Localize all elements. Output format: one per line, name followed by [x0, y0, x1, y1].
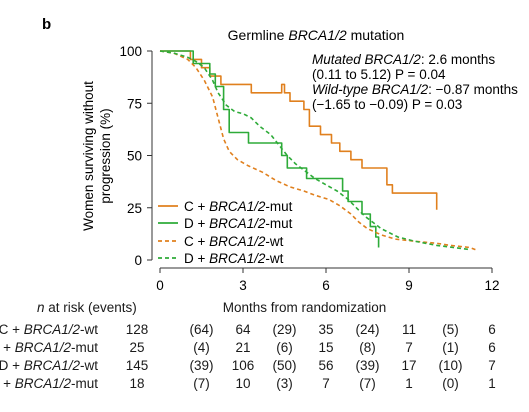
risk-cell: (0) — [442, 376, 459, 391]
annotation-wildtype-line1: Wild-type BRCA1/2: −0.87 months — [312, 82, 518, 97]
x-tick-label: 0 — [156, 278, 164, 293]
chart-title: Germline BRCA1/2 mutation — [228, 27, 405, 43]
risk-cell: 17 — [401, 358, 417, 373]
risk-row-label: D + BRCA1/2-wt — [0, 358, 98, 373]
x-tick-label: 6 — [322, 278, 330, 293]
risk-cell: 25 — [129, 340, 145, 355]
y-tick-label: 100 — [119, 44, 142, 59]
risk-cell: (29) — [272, 322, 297, 337]
risk-cell: 21 — [235, 340, 251, 355]
risk-cell: 7 — [322, 376, 330, 391]
risk-row-label: D + BRCA1/2-mut — [0, 376, 98, 391]
risk-cell: 1 — [405, 376, 413, 391]
risk-table-row: D + BRCA1/2-mut 18 (7) 10 (3) 7 (7) 1 (0) 1 — [0, 376, 529, 396]
risk-cell: 7 — [405, 340, 413, 355]
risk-table-heading: n at risk (events) Months from randomiza… — [0, 300, 529, 320]
legend-label-c-mut: C + BRCA1/2-mut — [184, 199, 293, 214]
risk-table-row: C + BRCA1/2-mut 25 (4) 21 (6) 15 (8) 7 (1) 6 — [0, 340, 529, 360]
risk-cell: 56 — [318, 358, 334, 373]
risk-cell: (4) — [193, 340, 210, 355]
y-tick-label: 25 — [127, 201, 142, 216]
risk-cell: 7 — [488, 358, 496, 373]
annotation-mutated-line2: (0.11 to 5.12) P = 0.04 — [312, 67, 446, 82]
risk-cell: 6 — [488, 322, 496, 337]
risk-cell: (39) — [355, 358, 380, 373]
risk-cell: 145 — [125, 358, 149, 373]
risk-row-label: C + BRCA1/2-wt — [0, 322, 98, 337]
risk-cell: 64 — [235, 322, 251, 337]
y-axis-title-line2: progression (%) — [98, 108, 113, 203]
risk-cell: 128 — [125, 322, 149, 337]
risk-cell: (24) — [355, 322, 380, 337]
y-axis-title-line1: Women surviving without — [81, 81, 96, 231]
risk-cell: 15 — [318, 340, 334, 355]
legend: C + BRCA1/2-mut D + BRCA1/2-mut C + BRCA… — [158, 199, 293, 266]
annotation-wildtype-line2: (−1.65 to −0.09) P = 0.03 — [312, 97, 462, 112]
y-tick-label: 75 — [127, 96, 142, 111]
risk-cell: 35 — [318, 322, 334, 337]
survival-curves — [159, 50, 476, 251]
series-line-c-wt — [159, 50, 476, 251]
risk-cell: (8) — [359, 340, 376, 355]
risk-row-label: C + BRCA1/2-mut — [0, 340, 98, 355]
risk-cell: 1 — [488, 376, 496, 391]
panel-label: b — [42, 16, 51, 33]
legend-label-d-mut: D + BRCA1/2-mut — [184, 216, 293, 231]
series-line-d-mut — [160, 50, 380, 248]
annotation-mutated-line1: Mutated BRCA1/2: 2.6 months — [312, 52, 495, 67]
risk-cell: 6 — [488, 340, 496, 355]
risk-cell: 106 — [231, 358, 255, 373]
risk-table-row: C + BRCA1/2-wt 128 (64) 64 (29) 35 (24) 11 (5) 6 — [0, 322, 529, 342]
risk-table-title: n at risk (events) — [37, 300, 137, 315]
legend-label-d-wt: D + BRCA1/2-wt — [184, 251, 284, 266]
x-tick-label: 3 — [239, 278, 247, 293]
x-axis-ticks: 0 3 6 9 12 — [156, 268, 500, 293]
risk-cell: (6) — [276, 340, 293, 355]
y-tick-label: 0 — [134, 253, 142, 268]
risk-cell: (50) — [272, 358, 297, 373]
risk-cell: 18 — [129, 376, 145, 391]
y-tick-label: 50 — [127, 149, 142, 164]
risk-cell: (1) — [442, 340, 459, 355]
risk-cell: (5) — [442, 322, 459, 337]
risk-cell: 10 — [235, 376, 251, 391]
risk-table-row: D + BRCA1/2-wt 145 (39) 106 (50) 56 (39) 17 (10)… — [0, 358, 529, 378]
series-line-d-wt — [159, 50, 471, 251]
x-tick-label: 9 — [405, 278, 413, 293]
risk-cell: 11 — [401, 322, 416, 337]
risk-cell: (7) — [359, 376, 376, 391]
legend-label-c-wt: C + BRCA1/2-wt — [184, 234, 284, 249]
risk-cell: (3) — [276, 376, 293, 391]
risk-cell: (7) — [193, 376, 210, 391]
x-tick-label: 12 — [484, 278, 499, 293]
x-axis-title: Months from randomization — [222, 300, 387, 315]
y-axis-ticks: 0 25 50 75 100 — [119, 44, 152, 268]
risk-cell: (39) — [189, 358, 214, 373]
risk-cell: (10) — [438, 358, 463, 373]
risk-cell: (64) — [189, 322, 214, 337]
